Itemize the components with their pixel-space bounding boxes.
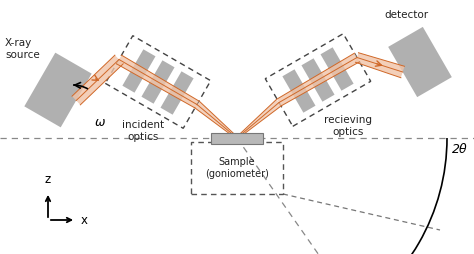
Text: recieving
optics: recieving optics: [324, 115, 372, 137]
Polygon shape: [265, 34, 371, 126]
Polygon shape: [356, 53, 404, 78]
Text: detector: detector: [384, 10, 428, 20]
Polygon shape: [388, 27, 452, 97]
Text: incident
optics: incident optics: [122, 120, 164, 141]
Text: z: z: [45, 173, 51, 186]
Text: x: x: [81, 214, 88, 227]
Polygon shape: [122, 49, 155, 93]
Polygon shape: [211, 133, 263, 144]
Polygon shape: [277, 53, 359, 106]
Text: X-ray
source: X-ray source: [5, 38, 40, 60]
Polygon shape: [105, 36, 211, 128]
Text: Sample
(goniometer): Sample (goniometer): [205, 157, 269, 179]
Polygon shape: [320, 47, 354, 91]
Polygon shape: [237, 100, 282, 139]
Polygon shape: [283, 69, 316, 113]
Polygon shape: [24, 53, 91, 127]
Polygon shape: [117, 55, 199, 108]
Polygon shape: [161, 71, 193, 115]
Polygon shape: [301, 58, 335, 102]
Text: ω: ω: [95, 117, 106, 130]
Polygon shape: [141, 60, 174, 104]
Polygon shape: [72, 55, 123, 105]
Polygon shape: [194, 101, 237, 139]
Bar: [191, 142, 283, 194]
Text: 2θ: 2θ: [452, 143, 468, 156]
